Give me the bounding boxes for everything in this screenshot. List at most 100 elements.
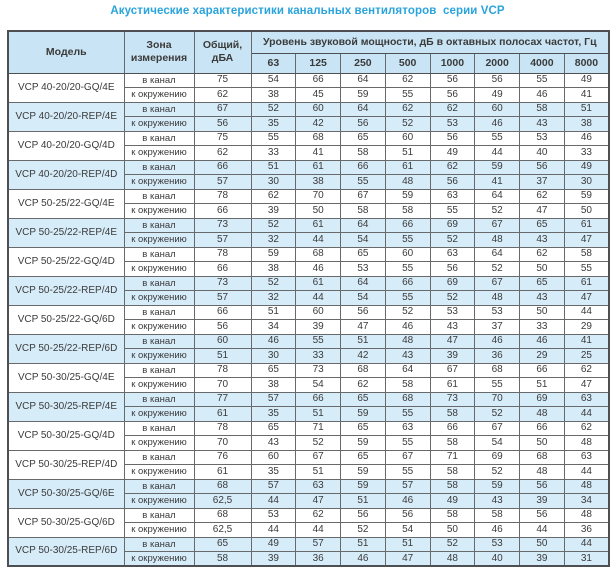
total-dba-cell: 62,5 — [193, 522, 252, 538]
table-row: VCP 50-25/22-REP/6D в канал 60 46 55 51 48 47 46… — [7, 333, 610, 364]
zone-cell-in-duct: в канал — [123, 246, 195, 262]
level-cell: 42 — [295, 116, 341, 132]
level-cell: 53 — [429, 116, 476, 132]
level-cell: 68 — [519, 449, 565, 465]
zone-cell-in-duct: в канал — [123, 275, 195, 291]
level-cell: 64 — [384, 362, 431, 378]
zone-cell-to-ambient: к окружению — [123, 348, 195, 364]
level-cell: 51 — [519, 377, 565, 393]
freq-header-4000hz: 4000 — [519, 52, 565, 74]
total-dba-cell: 75 — [193, 72, 252, 88]
level-cell: 47 — [563, 377, 610, 393]
level-cell: 37 — [474, 319, 520, 335]
level-cell: 30 — [250, 174, 297, 190]
level-cell: 29 — [519, 348, 565, 364]
level-cell: 55 — [384, 261, 431, 277]
level-cell: 46 — [474, 333, 520, 349]
zone-cell-to-ambient: к окружению — [123, 174, 195, 190]
level-cell: 59 — [340, 406, 386, 422]
level-cell: 58 — [429, 406, 476, 422]
level-cell: 54 — [340, 290, 386, 306]
level-cell: 43 — [519, 232, 565, 248]
level-cell: 39 — [250, 551, 297, 567]
level-cell: 32 — [250, 232, 297, 248]
level-cell: 56 — [340, 304, 386, 320]
level-cell: 58 — [519, 101, 565, 117]
level-cell: 68 — [340, 362, 386, 378]
table-row: к окружению 66 39 50 58 58 55 52 47 50 — [8, 203, 610, 219]
level-cell: 55 — [474, 377, 520, 393]
level-cell: 44 — [563, 304, 610, 320]
total-dba-cell: 66 — [193, 203, 252, 219]
level-cell: 52 — [384, 116, 431, 132]
level-cell: 52 — [474, 203, 520, 219]
model-name-cell: VCP 50-30/25-REP/6D — [7, 536, 125, 567]
table-row: к окружению 57 30 38 55 48 56 41 37 30 — [8, 174, 610, 190]
freq-header-125hz: 125 — [295, 52, 341, 74]
level-cell: 62 — [340, 377, 386, 393]
table-row: к окружению 62 33 41 58 51 49 44 40 33 — [8, 145, 610, 161]
page-title: Акустические характеристики канальных ве… — [110, 5, 505, 17]
level-cell: 55 — [563, 261, 610, 277]
level-cell: 59 — [340, 87, 386, 103]
level-cell: 50 — [519, 536, 565, 552]
zone-cell-to-ambient: к окружению — [123, 145, 195, 161]
level-cell: 58 — [340, 145, 386, 161]
total-dba-cell: 60 — [193, 333, 252, 349]
level-cell: 52 — [340, 522, 386, 538]
level-cell: 64 — [474, 246, 520, 262]
level-cell: 69 — [519, 391, 565, 407]
level-cell: 43 — [519, 290, 565, 306]
level-cell: 55 — [429, 203, 476, 219]
level-cell: 58 — [429, 464, 476, 480]
level-cell: 66 — [295, 391, 341, 407]
level-cell: 29 — [563, 319, 610, 335]
model-name-cell: VCP 50-25/22-REP/6D — [7, 333, 125, 364]
level-cell: 43 — [519, 116, 565, 132]
level-cell: 38 — [250, 87, 297, 103]
level-cell: 49 — [429, 145, 476, 161]
level-cell: 56 — [340, 507, 386, 523]
level-cell: 70 — [474, 391, 520, 407]
level-cell: 48 — [429, 551, 476, 567]
level-cell: 48 — [474, 290, 520, 306]
zone-cell-in-duct: в канал — [123, 449, 195, 465]
table-body: VCP 40-20/20-GQ/4E в канал 75 54 66 64 62 56 56 5… — [7, 72, 610, 567]
level-cell: 44 — [563, 464, 610, 480]
table-row: к окружению 66 38 46 53 55 56 52 50 55 — [8, 261, 610, 277]
level-cell: 47 — [384, 551, 431, 567]
level-cell: 50 — [429, 522, 476, 538]
level-cell: 40 — [519, 145, 565, 161]
level-cell: 56 — [429, 72, 476, 88]
table-row: к окружению 56 35 42 56 52 53 46 43 38 — [8, 116, 610, 132]
level-cell: 59 — [474, 159, 520, 175]
level-cell: 60 — [295, 101, 341, 117]
level-cell: 42 — [340, 348, 386, 364]
total-dba-cell: 57 — [193, 290, 252, 306]
level-cell: 56 — [429, 130, 476, 146]
level-cell: 62 — [563, 362, 610, 378]
total-dba-cell: 78 — [193, 420, 252, 436]
level-cell: 49 — [563, 159, 610, 175]
level-cell: 52 — [429, 536, 476, 552]
total-dba-cell: 56 — [193, 319, 252, 335]
level-cell: 30 — [250, 348, 297, 364]
zone-cell-in-duct: в канал — [123, 420, 195, 436]
level-cell: 57 — [295, 536, 341, 552]
level-cell: 65 — [250, 420, 297, 436]
table-row: VCP 50-30/25-REP/6D в канал 65 49 57 51 51 52 53… — [7, 536, 610, 567]
level-cell: 39 — [519, 551, 565, 567]
freq-header-63hz: 63 — [250, 52, 297, 74]
level-cell: 57 — [384, 478, 431, 494]
level-cell: 48 — [563, 435, 610, 451]
total-dba-cell: 58 — [193, 551, 252, 567]
table-row: к окружению 70 38 54 62 58 61 55 51 47 — [8, 377, 610, 393]
level-cell: 56 — [519, 159, 565, 175]
total-dba-cell: 62 — [193, 87, 252, 103]
level-cell: 44 — [250, 493, 297, 509]
level-cell: 54 — [474, 435, 520, 451]
level-cell: 53 — [474, 536, 520, 552]
level-cell: 66 — [384, 217, 431, 233]
total-dba-cell: 73 — [193, 217, 252, 233]
level-cell: 53 — [429, 304, 476, 320]
